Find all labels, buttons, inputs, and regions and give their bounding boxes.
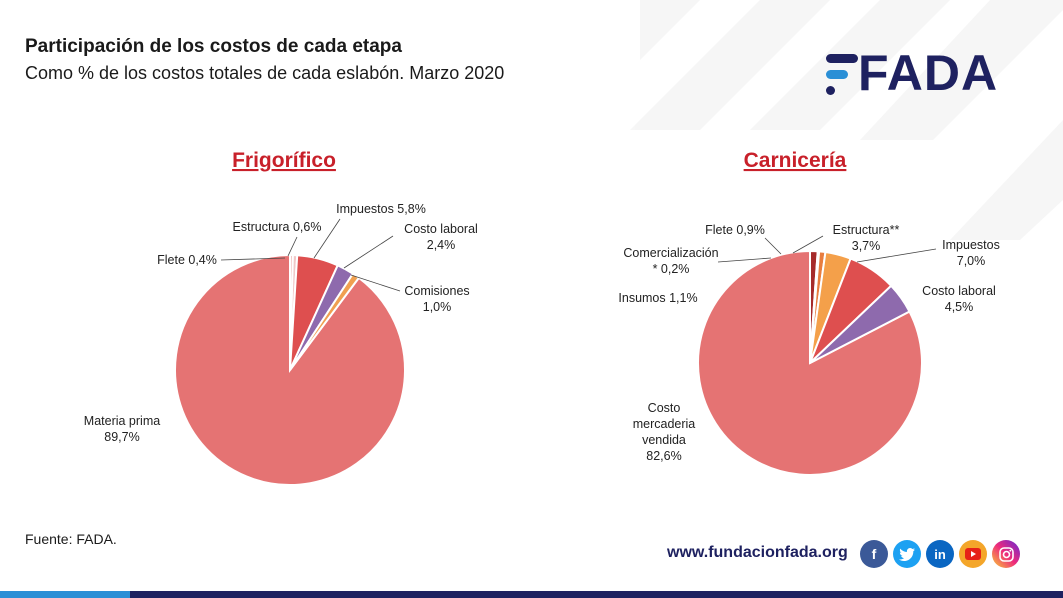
twitter-icon[interactable] (893, 540, 921, 568)
slice-label: Comercialización * 0,2% (623, 246, 718, 276)
leader-line (764, 237, 782, 255)
leader-line (343, 235, 394, 269)
leader-line (350, 274, 401, 292)
slice-label: Impuestos 7,0% (942, 238, 1000, 268)
website-link[interactable]: www.fundacionfada.org (667, 544, 848, 561)
social-icons: f in (860, 540, 1020, 568)
slice-label: Flete 0,4% (157, 253, 217, 267)
slice-label: Estructura** 3,7% (833, 223, 900, 253)
youtube-icon[interactable] (959, 540, 987, 568)
slice-label: Estructura 0,6% (233, 220, 322, 234)
slice-label: Insumos 1,1% (618, 291, 697, 305)
fada-logo-mark (826, 54, 858, 95)
leader-line (287, 236, 298, 257)
pie-slice (809, 284, 911, 364)
bottom-bar (0, 591, 1063, 598)
source-note: Fuente: FADA. (25, 531, 117, 547)
pie-chart-1: Frigorífico Materia prima 89,7% Flete 0,4% E… (84, 149, 478, 486)
slice-label: Costo mercaderia vendida 82,6% (633, 401, 696, 463)
slice-label: Comisiones 1,0% (404, 284, 469, 314)
pie-chart-2: Carnicería Costo mercaderia vendida 82,6% Ins… (618, 149, 1000, 476)
leader-line (717, 257, 772, 263)
slice-label: Materia prima 89,7% (84, 414, 160, 444)
slice-label: Flete 0,9% (705, 223, 765, 237)
page-subtitle: Como % de los costos totales de cada esl… (25, 63, 505, 83)
instagram-icon[interactable] (992, 540, 1020, 568)
chart-title: Frigorífico (232, 149, 336, 172)
slice-label: Costo laboral 4,5% (922, 284, 996, 314)
facebook-icon[interactable]: f (860, 540, 888, 568)
chart-title: Carnicería (744, 149, 847, 172)
leader-line (856, 248, 937, 263)
linkedin-icon[interactable]: in (926, 540, 954, 568)
fada-logo-text: FADA (858, 45, 999, 101)
bottom-bar-accent (0, 591, 130, 598)
fada-logo: FADA (824, 45, 1004, 102)
leader-line (313, 218, 341, 259)
leader-line (220, 257, 286, 261)
page-title: Participación de los costos de cada etap… (25, 36, 402, 57)
leader-line (792, 235, 824, 254)
slice-label: Impuestos 5,8% (336, 202, 426, 216)
slice-label: Costo laboral 2,4% (404, 222, 478, 252)
